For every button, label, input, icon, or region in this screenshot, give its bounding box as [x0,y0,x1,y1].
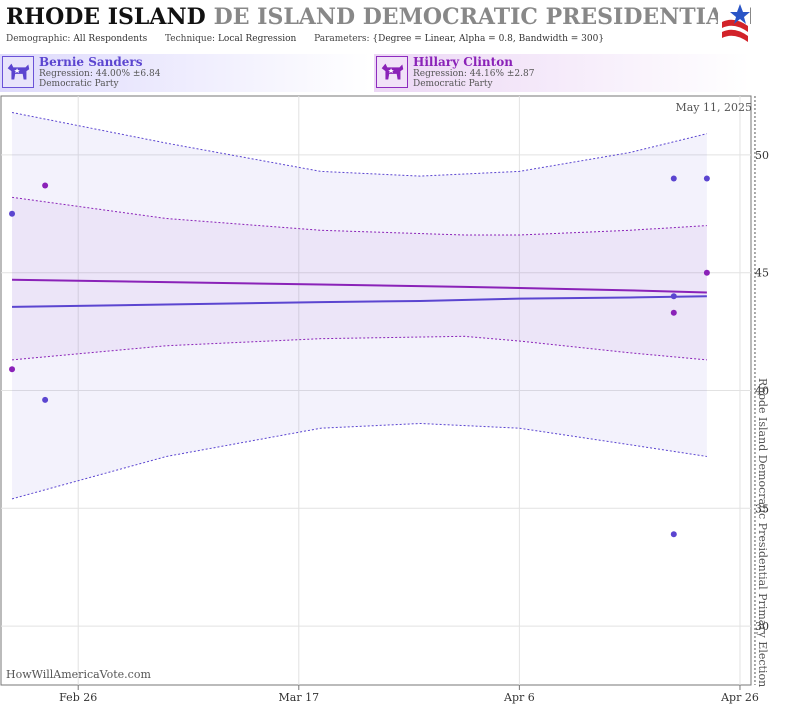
data-point [9,366,16,373]
data-point [42,396,49,403]
technique-value: Local Regression [217,34,297,44]
x-tick-label: Apr 6 [503,691,535,704]
y-tick-label: 35 [755,502,769,515]
candidate-name: Hillary Clinton [413,55,513,69]
parameters-value: {Degree = Linear, Alpha = 0.8, Bandwidth… [372,34,605,44]
x-tick-label: Mar 17 [279,691,320,704]
title-main: RHODE ISLAND [6,4,206,30]
y-tick-label: 50 [755,149,769,162]
legend-sanders: Bernie Sanders Regression: 44.00% ±6.84 … [0,54,370,92]
data-point [670,309,677,316]
y-tick-label: 30 [755,620,769,633]
data-point [703,175,710,182]
candidate-regression: Regression: 44.00% ±6.84 [39,69,161,79]
x-tick-label: Apr 26 [720,691,759,704]
confidence-band [12,197,707,360]
legend-clinton: Hillary Clinton Regression: 44.16% ±2.87… [374,54,750,92]
site-logo-icon [718,2,750,48]
chart-title: RHODE ISLAND DE ISLAND DEMOCRATIC PRESIDE… [6,4,751,34]
band-lower-line [11,335,707,361]
y-tick-label: 40 [755,385,769,398]
donkey-icon [2,56,34,88]
x-tick-label: Feb 26 [59,691,97,704]
trend-line [12,278,707,294]
data-point [670,293,677,300]
data-point [42,182,49,189]
candidate-regression: Regression: 44.16% ±2.87 [413,69,535,79]
confidence-band [12,112,707,499]
date-label: May 11, 2025 [675,101,752,114]
parameters-label: Parameters: [314,34,370,44]
data-point [703,269,710,276]
technique-label: Technique: [165,34,216,44]
title-ghost: DE ISLAND DEMOCRATIC PRESIDENTIAL PRIMA [213,4,751,30]
trend-line [12,295,707,308]
band-lower-line [11,422,707,500]
band-upper-line [11,112,708,177]
data-point [670,175,677,182]
candidate-party: Democratic Party [413,79,493,89]
demographic-value: All Respondents [73,34,148,44]
donkey-icon [376,56,408,88]
chart-meta: Demographic: All Respondents Technique: … [6,34,604,44]
data-point [9,210,16,217]
data-point [670,531,677,538]
election-label: Rhode Island Democratic Presidential Pri… [756,378,769,687]
y-tick-label: 45 [755,267,769,280]
candidate-party: Democratic Party [39,79,119,89]
candidate-name: Bernie Sanders [39,55,143,69]
watermark: HowWillAmericaVote.com [6,668,151,681]
demographic-label: Demographic: [6,34,71,44]
